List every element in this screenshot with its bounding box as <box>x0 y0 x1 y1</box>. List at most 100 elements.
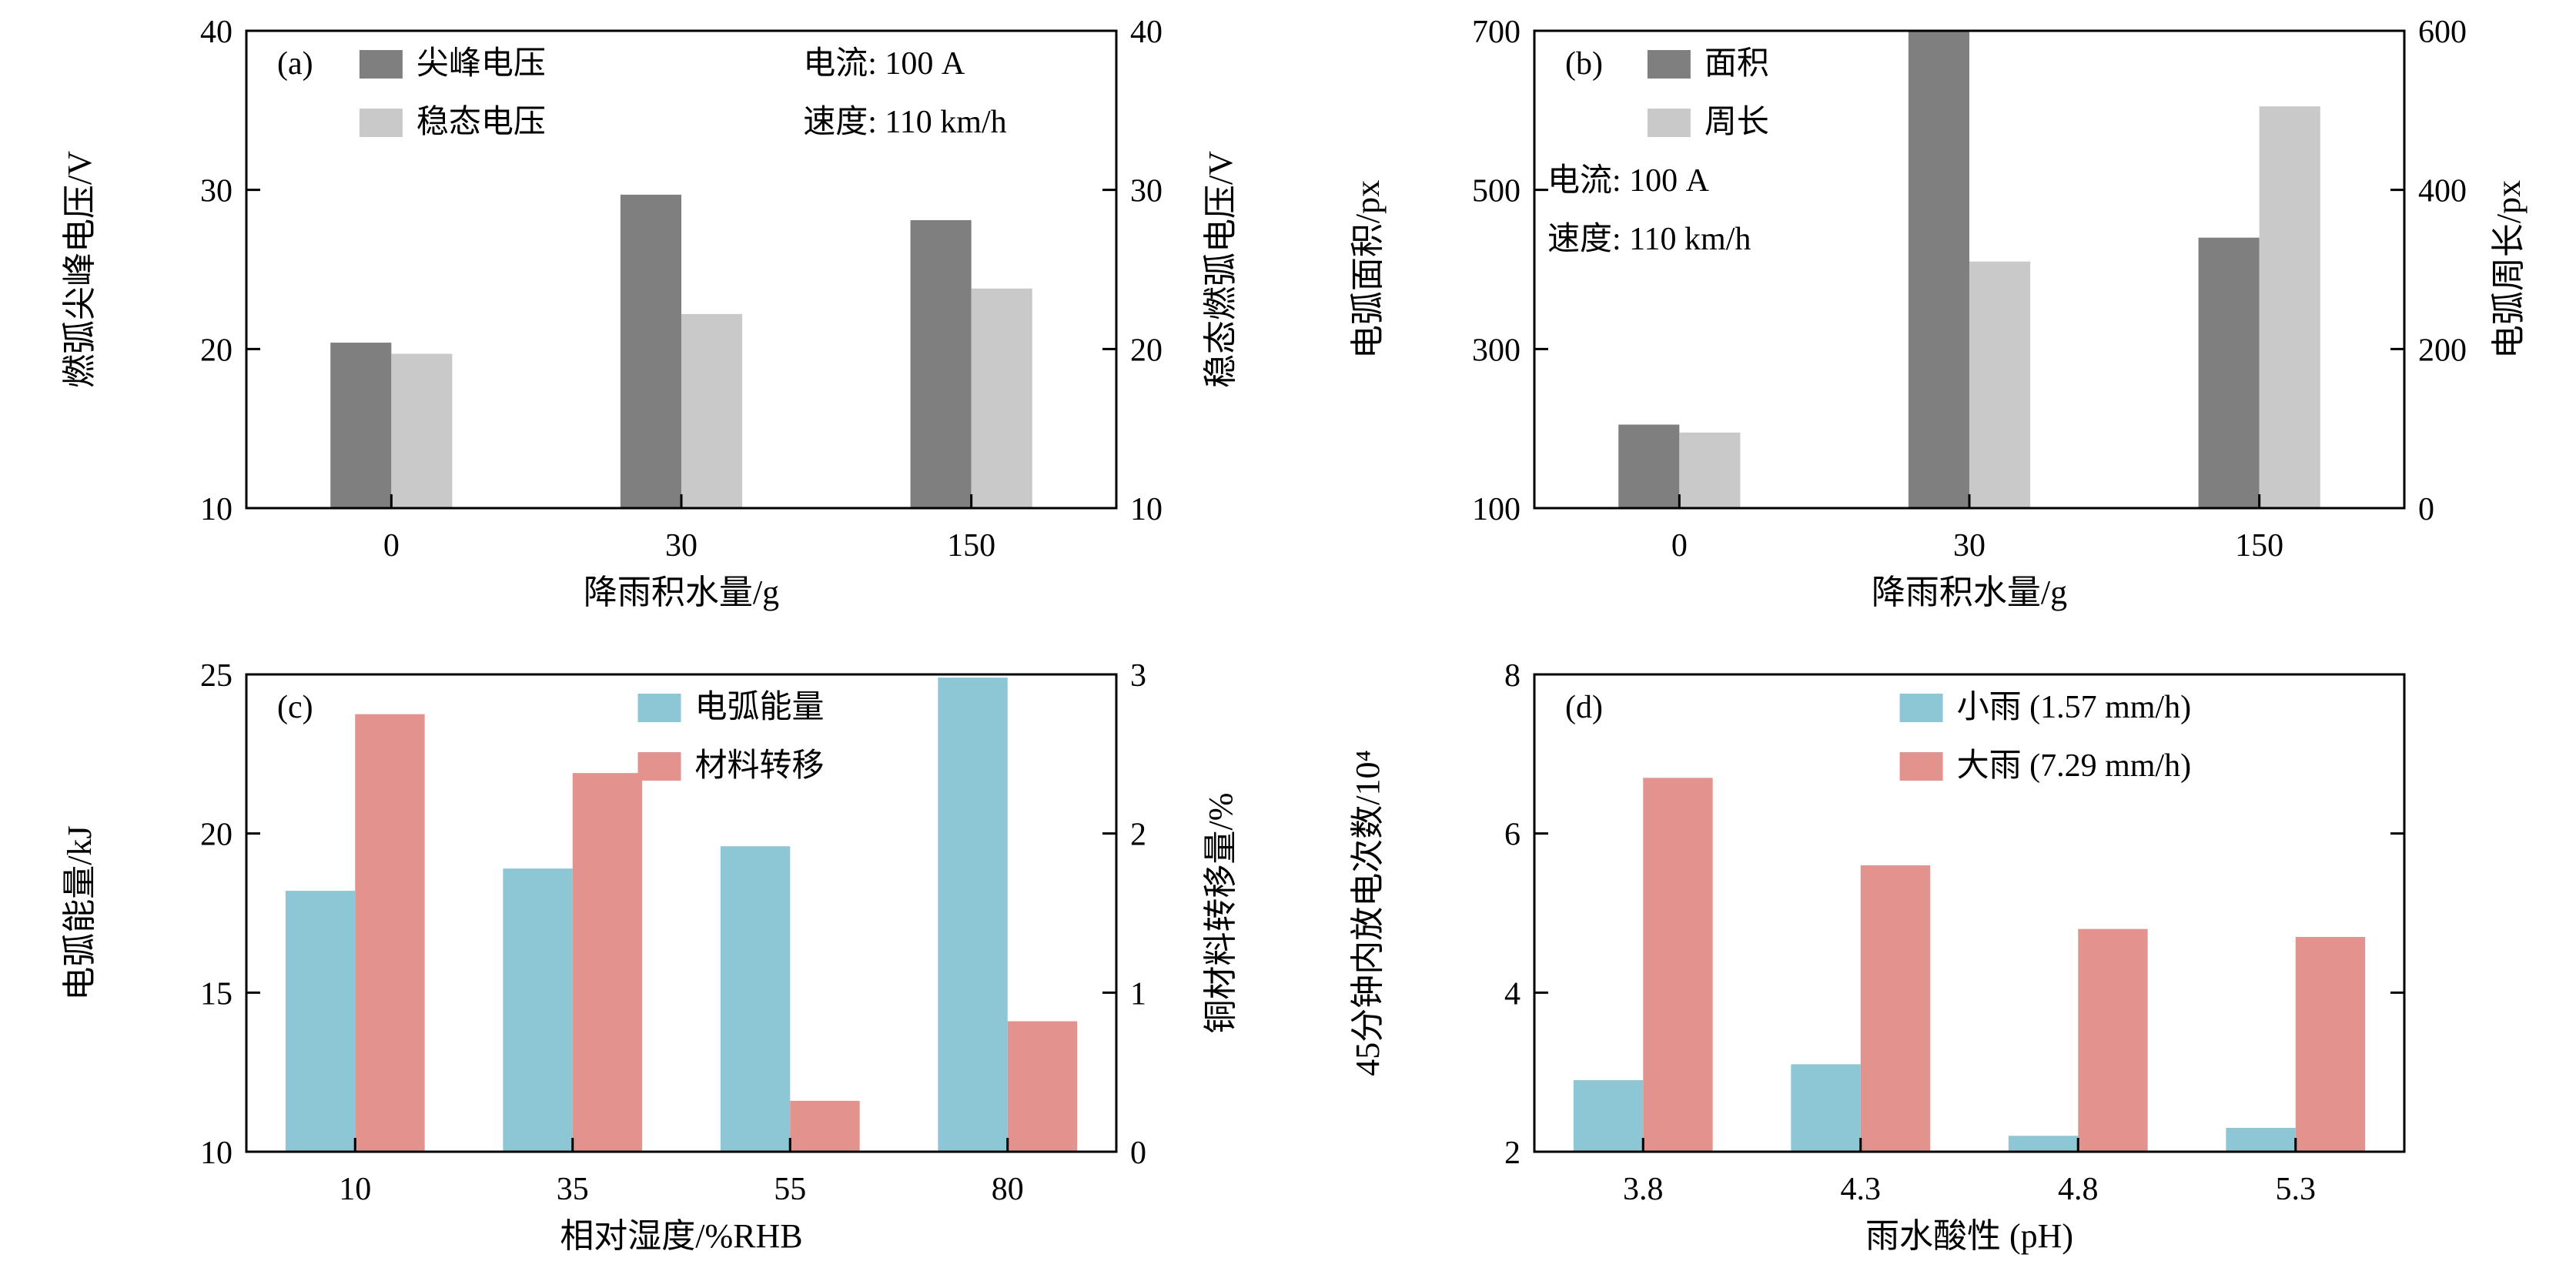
legend-swatch-series0 <box>637 694 681 722</box>
chart-d: 2 4 6 8 3.8 4.3 4.8 5.3 雨水酸性 (pH) 45分钟内放电次数/10⁴ (d… <box>1349 658 2406 1255</box>
plot-frame <box>1533 673 2406 1153</box>
panel-d-chart: 2 4 6 8 3.8 4.3 4.8 5.3 雨水酸性 (pH) 45分钟内放电次数/10⁴ (d… <box>1288 644 2576 1288</box>
legend-label-series1: 大雨 (7.29 mm/h) <box>1957 748 2191 784</box>
legend-swatch-series1 <box>359 109 403 137</box>
left-tick-label: 15 <box>200 976 233 1012</box>
left-tick-label: 40 <box>200 15 233 50</box>
bar-series1-cat2 <box>2078 928 2148 1152</box>
x-tick-label: 35 <box>557 1172 589 1207</box>
x-tick-label: 0 <box>383 528 400 564</box>
panel-c-chart: 10 15 20 25 0 1 2 3 10 35 55 80 相对湿度/%RHB 电弧能量/kJ 铜材料转… <box>0 644 1288 1288</box>
left-tick-label: 20 <box>200 818 233 853</box>
left-tick-label: 4 <box>1504 976 1521 1012</box>
bar-series0-cat1 <box>1791 1064 1861 1152</box>
plot-frame <box>245 673 1118 1153</box>
left-tick-label: 500 <box>1472 174 1521 209</box>
left-tick-label: 8 <box>1504 658 1521 694</box>
right-tick-label: 1 <box>1130 976 1146 1012</box>
panel-label: (d) <box>1565 690 1603 725</box>
bar-series0-cat2 <box>910 219 972 508</box>
left-axis-label: 燃弧尖峰电压/V <box>61 151 99 388</box>
chart-b: 100 300 500 700 0 200 400 600 0 30 150 降雨积水量/g 电弧面积/… <box>1349 15 2527 611</box>
left-tick-label: 2 <box>1504 1136 1521 1171</box>
bar-series1-cat1 <box>572 773 643 1152</box>
left-tick-label: 25 <box>200 658 233 694</box>
x-axis-label: 相对湿度/%RHB <box>560 1217 802 1255</box>
bar-series1-cat0 <box>355 714 425 1152</box>
left-tick-label: 100 <box>1472 492 1521 527</box>
right-tick-label: 40 <box>1130 15 1163 50</box>
chart-a: 10 20 30 40 10 20 30 40 0 30 150 降雨积水量/g 燃弧尖峰电压/V 稳态燃… <box>61 15 1239 611</box>
annotation-line-0: 电流: 100 A <box>1547 163 1710 199</box>
bar-series1-cat3 <box>1007 1021 1078 1152</box>
legend-swatch-series1 <box>1899 752 1943 781</box>
panel-label: (c) <box>277 690 313 725</box>
panel-a-chart: 10 20 30 40 10 20 30 40 0 30 150 降雨积水量/g 燃弧尖峰电压/V 稳态燃… <box>0 0 1288 644</box>
x-tick-label: 55 <box>774 1172 806 1207</box>
left-tick-label: 300 <box>1472 333 1521 368</box>
bar-series1-cat1 <box>1860 865 1931 1152</box>
right-tick-label: 0 <box>1130 1136 1146 1171</box>
bar-series0-cat2 <box>720 846 791 1152</box>
left-tick-label: 10 <box>200 492 233 527</box>
right-tick-label: 2 <box>1130 818 1146 853</box>
x-axis-label: 降雨积水量/g <box>584 574 779 611</box>
right-tick-label: 600 <box>2418 15 2467 50</box>
left-tick-label: 10 <box>200 1136 233 1171</box>
legend-swatch-series0 <box>1899 694 1943 722</box>
bar-series0-cat0 <box>1573 1080 1644 1152</box>
legend-label-series1: 材料转移 <box>695 748 825 784</box>
x-axis-label: 雨水酸性 (pH) <box>1865 1217 2073 1255</box>
x-tick-label: 30 <box>665 528 698 564</box>
right-tick-label: 30 <box>1130 174 1163 209</box>
chart-c: 10 15 20 25 0 1 2 3 10 35 55 80 相对湿度/%RHB 电弧能量/kJ 铜材料转… <box>61 658 1239 1255</box>
bar-series1-cat2 <box>971 288 1032 508</box>
panel-b-chart: 100 300 500 700 0 200 400 600 0 30 150 降雨积水量/g 电弧面积/… <box>1288 0 2576 644</box>
left-tick-label: 30 <box>200 174 233 209</box>
legend-label-series0: 电弧能量 <box>695 690 825 725</box>
legend-label-series1: 稳态电压 <box>417 105 546 140</box>
legend-swatch-series1 <box>637 752 681 781</box>
legend-swatch-series0 <box>359 50 403 79</box>
bar-series0-cat1 <box>1908 31 1969 508</box>
bar-series0-cat2 <box>2008 1136 2079 1152</box>
legend-swatch-series1 <box>1647 109 1691 137</box>
x-tick-label: 30 <box>1953 528 1986 564</box>
x-tick-label: 4.8 <box>2058 1172 2099 1207</box>
left-tick-label: 700 <box>1472 15 1521 50</box>
bar-series1-cat3 <box>2295 937 2366 1152</box>
legend-label-series0: 小雨 (1.57 mm/h) <box>1957 690 2191 725</box>
left-axis-label: 45分钟内放电次数/10⁴ <box>1349 750 1387 1076</box>
panel-label: (b) <box>1565 46 1603 82</box>
bar-series0-cat0 <box>1618 424 1680 508</box>
x-tick-label: 5.3 <box>2276 1172 2317 1207</box>
bar-series1-cat0 <box>391 353 453 508</box>
annotation-line-1: 速度: 110 km/h <box>1547 222 1751 257</box>
right-tick-label: 3 <box>1130 658 1146 694</box>
left-tick-label: 6 <box>1504 818 1521 853</box>
right-axis-label: 铜材料转移量/% <box>1202 793 1239 1034</box>
right-axis-label: 电弧周长/px <box>2490 180 2527 359</box>
bar-series0-cat3 <box>2226 1128 2296 1152</box>
bar-series1-cat0 <box>1679 432 1741 508</box>
right-axis-label: 稳态燃弧电压/V <box>1202 151 1239 388</box>
legend-label-series1: 周长 <box>1705 105 1769 140</box>
legend-swatch-series0 <box>1647 50 1691 79</box>
x-axis-label: 降雨积水量/g <box>1872 574 2067 611</box>
right-tick-label: 0 <box>2418 492 2434 527</box>
bar-series0-cat2 <box>2198 237 2260 508</box>
right-tick-label: 20 <box>1130 333 1163 368</box>
bar-series1-cat1 <box>1969 261 2031 508</box>
left-axis-label: 电弧能量/kJ <box>61 825 99 1000</box>
annotation-line-0: 电流: 100 A <box>803 46 965 82</box>
bar-series1-cat1 <box>681 313 743 508</box>
left-axis-label: 电弧面积/px <box>1349 180 1387 359</box>
legend-label-series0: 面积 <box>1705 46 1769 82</box>
x-tick-label: 80 <box>992 1172 1024 1207</box>
legend-label-series0: 尖峰电压 <box>417 46 546 82</box>
bar-series0-cat1 <box>503 868 573 1152</box>
right-tick-label: 200 <box>2418 333 2467 368</box>
x-tick-label: 4.3 <box>1841 1172 1882 1207</box>
annotation-line-1: 速度: 110 km/h <box>803 105 1006 140</box>
